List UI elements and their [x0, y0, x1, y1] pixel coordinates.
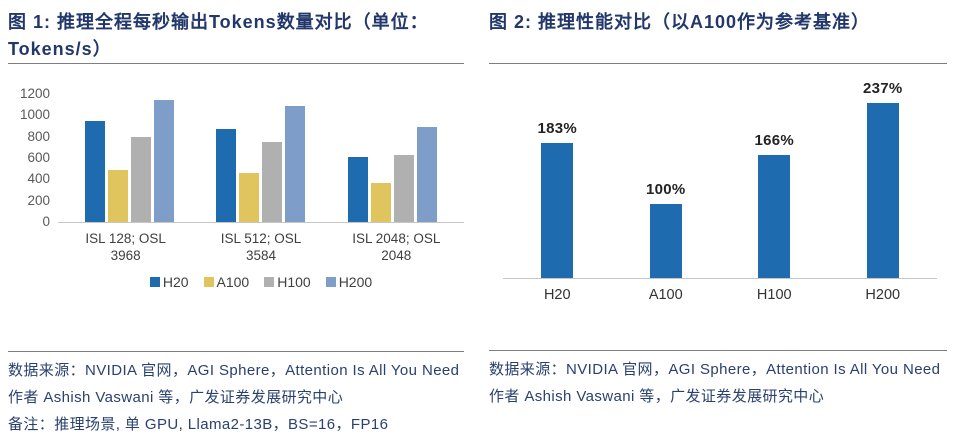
bar-h20 — [85, 121, 106, 222]
figure2-x-axis: H20 A100 H100 H200 — [503, 287, 937, 303]
bar-group — [85, 94, 175, 222]
legend-swatch-icon — [149, 277, 160, 287]
bar-group — [216, 94, 306, 222]
bar-h200 — [866, 103, 899, 278]
x-axis-label-slot: ISL 512; OSL 3584 — [193, 230, 328, 264]
y-tick-label: 400 — [27, 171, 50, 187]
figure2-footer: 数据来源：NVIDIA 官网，AGI Sphere，Attention Is A… — [489, 351, 947, 410]
figure2-plot-area: 183% 100% 166% 237% — [503, 80, 937, 279]
bar-column-h20: 183% — [537, 93, 577, 278]
y-tick-label: 800 — [27, 128, 50, 144]
x-axis-label: ISL 128; OSL 3968 — [85, 231, 166, 263]
legend-swatch-icon — [264, 277, 275, 287]
figure2-chart: 183% 100% 166% 237% H20 A100 H100 H200 — [489, 80, 947, 350]
bar-h100 — [758, 155, 791, 278]
x-axis-label: A100 — [648, 287, 683, 303]
figure1-chart: 0 200 400 600 800 1000 1200 ISL 128; OSL 3968 I… — [8, 86, 464, 351]
data-label: 183% — [537, 120, 578, 137]
bar-column-h200: 237% — [863, 80, 903, 278]
x-axis-label: H100 — [756, 287, 792, 303]
figure1-x-axis: ISL 128; OSL 3968 ISL 512; OSL 3584 ISL 20… — [58, 230, 464, 264]
bar-h100 — [393, 155, 414, 222]
data-label: 100% — [645, 181, 686, 198]
bar-h200 — [154, 100, 175, 222]
figure1-title: 图 1: 推理全程每秒输出Tokens数量对比（单位： Tokens/s） — [8, 0, 464, 63]
figure1-title-line1: 图 1: 推理全程每秒输出Tokens数量对比（单位： — [8, 12, 429, 32]
figure1-legend: H20 A100 H100 H200 — [58, 275, 464, 289]
figure2-title-line1: 图 2: 推理性能对比（以A100作为参考基准） — [489, 12, 871, 32]
legend-swatch-icon — [203, 277, 214, 287]
bar-a100 — [370, 183, 391, 222]
y-tick-label: 1200 — [19, 86, 50, 101]
figure2-title: 图 2: 推理性能对比（以A100作为参考基准） — [489, 0, 947, 63]
x-axis-label-slot: ISL 2048; OSL 2048 — [329, 230, 464, 264]
figure1-footer-rule — [8, 351, 464, 352]
legend-item-h100: H100 — [264, 274, 311, 290]
figure2-panel: 图 2: 推理性能对比（以A100作为参考基准） 183% 100% 166% 237… — [489, 0, 947, 410]
figure1-title-line2: Tokens/s） — [8, 39, 112, 59]
y-tick-label: 0 — [42, 214, 50, 229]
bar-a100 — [239, 173, 260, 222]
figure2-title-rule — [489, 63, 947, 64]
bar-h200 — [285, 106, 306, 222]
bar-h200 — [416, 127, 437, 222]
figure2-footer-rule — [489, 350, 947, 351]
legend-label: H200 — [338, 274, 373, 290]
figure1-panel: 图 1: 推理全程每秒输出Tokens数量对比（单位： Tokens/s） 0 2… — [8, 0, 464, 438]
bar-column-h100: 166% — [754, 93, 794, 278]
bar-h20 — [541, 143, 574, 278]
bar-group — [347, 94, 437, 222]
bar-h100 — [262, 142, 283, 222]
figure1-plot-area — [58, 94, 464, 223]
figure1-plot-row: 0 200 400 600 800 1000 1200 — [8, 86, 464, 229]
data-label: 237% — [862, 80, 903, 97]
legend-item-a100: A100 — [203, 274, 250, 290]
figure2-source-text: 数据来源：NVIDIA 官网，AGI Sphere，Attention Is A… — [489, 361, 941, 405]
x-axis-label: ISL 2048; OSL 2048 — [352, 231, 441, 263]
legend-label: H100 — [277, 274, 311, 290]
bar-a100 — [649, 204, 682, 278]
bar-h100 — [131, 137, 152, 222]
figure1-y-axis: 0 200 400 600 800 1000 1200 — [8, 86, 58, 229]
x-axis-label: H20 — [543, 287, 571, 303]
figure1-source-text: 数据来源：NVIDIA 官网，AGI Sphere，Attention Is A… — [8, 362, 460, 406]
legend-item-h20: H20 — [149, 274, 189, 290]
legend-label: H20 — [162, 274, 189, 290]
y-tick-label: 1000 — [19, 107, 50, 123]
y-tick-label: 200 — [27, 192, 50, 208]
x-axis-label: ISL 512; OSL 3584 — [220, 231, 302, 263]
y-tick-label: 600 — [27, 150, 50, 165]
bar-a100 — [108, 170, 129, 222]
figure1-title-rule — [8, 63, 464, 64]
x-axis-label: H200 — [865, 287, 901, 303]
bar-h20 — [216, 129, 237, 222]
figure1-note-text: 备注：推理场景, 单 GPU, Llama2-13B，BS=16，FP16 — [8, 416, 389, 433]
legend-item-h200: H200 — [325, 274, 373, 290]
legend-label: A100 — [216, 274, 250, 290]
bar-h20 — [347, 157, 368, 222]
legend-swatch-icon — [325, 277, 336, 287]
x-axis-label-slot: ISL 128; OSL 3968 — [58, 230, 193, 264]
figure1-footer: 数据来源：NVIDIA 官网，AGI Sphere，Attention Is A… — [8, 352, 464, 438]
bar-column-a100: 100% — [646, 93, 686, 278]
data-label: 166% — [754, 132, 795, 149]
